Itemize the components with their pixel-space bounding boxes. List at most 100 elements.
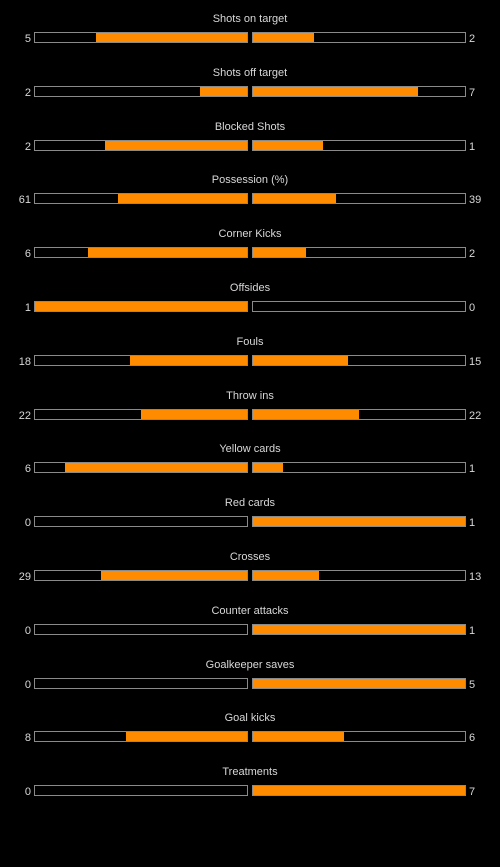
stat-row: Throw ins 22 22 bbox=[0, 389, 500, 429]
home-bar-fill bbox=[100, 571, 247, 580]
away-bar bbox=[252, 247, 466, 258]
away-bar-fill bbox=[253, 786, 465, 795]
home-value: 0 bbox=[24, 679, 31, 691]
stat-row: Counter attacks 0 1 bbox=[0, 604, 500, 644]
away-bar-fill bbox=[253, 356, 349, 365]
home-value: 2 bbox=[24, 87, 31, 99]
stat-label: Goalkeeper saves bbox=[205, 659, 295, 671]
stat-label: Shots on target bbox=[212, 13, 288, 25]
home-bar bbox=[34, 247, 248, 258]
stat-label: Treatments bbox=[222, 766, 278, 778]
away-bar-fill bbox=[253, 571, 319, 580]
stat-label: Corner Kicks bbox=[218, 228, 282, 240]
home-value: 61 bbox=[18, 194, 31, 206]
stat-row: Shots on target 5 2 bbox=[0, 12, 500, 52]
away-value: 0 bbox=[469, 302, 476, 314]
home-bar-fill bbox=[64, 463, 247, 472]
away-bar-fill bbox=[253, 33, 315, 42]
away-bar bbox=[252, 731, 466, 742]
home-bar bbox=[34, 624, 248, 635]
away-bar bbox=[252, 140, 466, 151]
stat-row: Offsides 1 0 bbox=[0, 281, 500, 321]
stat-label: Blocked Shots bbox=[214, 121, 286, 133]
away-bar-fill bbox=[253, 463, 283, 472]
home-bar bbox=[34, 140, 248, 151]
home-bar bbox=[34, 462, 248, 473]
stat-row: Fouls 18 15 bbox=[0, 335, 500, 375]
home-bar-fill bbox=[117, 194, 247, 203]
away-bar-fill bbox=[253, 625, 465, 634]
home-bar-fill bbox=[35, 302, 247, 311]
away-bar-fill bbox=[253, 248, 306, 257]
stat-row: Treatments 0 7 bbox=[0, 765, 500, 805]
away-value: 1 bbox=[469, 517, 476, 529]
away-value: 2 bbox=[469, 33, 476, 45]
home-bar bbox=[34, 193, 248, 204]
stat-label: Shots off target bbox=[212, 67, 288, 79]
home-bar-fill bbox=[126, 732, 247, 741]
away-bar-fill bbox=[253, 141, 323, 150]
away-bar bbox=[252, 785, 466, 796]
home-value: 1 bbox=[24, 302, 31, 314]
away-value: 2 bbox=[469, 248, 476, 260]
away-bar bbox=[252, 32, 466, 43]
away-bar bbox=[252, 678, 466, 689]
home-bar bbox=[34, 301, 248, 312]
home-bar bbox=[34, 731, 248, 742]
stat-label: Red cards bbox=[224, 497, 276, 509]
stat-label: Fouls bbox=[236, 336, 264, 348]
home-value: 29 bbox=[18, 571, 31, 583]
stat-label: Goal kicks bbox=[224, 712, 276, 724]
home-bar-fill bbox=[200, 87, 247, 96]
away-value: 13 bbox=[469, 571, 482, 583]
home-value: 0 bbox=[24, 786, 31, 798]
away-bar-fill bbox=[253, 679, 465, 688]
home-bar bbox=[34, 785, 248, 796]
away-value: 6 bbox=[469, 732, 476, 744]
home-value: 5 bbox=[24, 33, 31, 45]
away-bar bbox=[252, 301, 466, 312]
away-value: 1 bbox=[469, 625, 476, 637]
away-value: 7 bbox=[469, 786, 476, 798]
stat-row: Goalkeeper saves 0 5 bbox=[0, 658, 500, 698]
away-bar bbox=[252, 570, 466, 581]
stat-row: Possession (%) 61 39 bbox=[0, 173, 500, 213]
home-bar bbox=[34, 409, 248, 420]
stat-label: Offsides bbox=[229, 282, 271, 294]
away-bar bbox=[252, 624, 466, 635]
home-bar bbox=[34, 32, 248, 43]
home-bar-fill bbox=[88, 248, 247, 257]
away-bar bbox=[252, 193, 466, 204]
away-bar bbox=[252, 462, 466, 473]
away-bar-fill bbox=[253, 194, 336, 203]
away-value: 7 bbox=[469, 87, 476, 99]
stat-label: Counter attacks bbox=[211, 605, 289, 617]
stat-label: Possession (%) bbox=[211, 174, 289, 186]
home-bar-fill bbox=[130, 356, 247, 365]
away-bar bbox=[252, 409, 466, 420]
home-bar bbox=[34, 570, 248, 581]
home-bar bbox=[34, 516, 248, 527]
home-value: 2 bbox=[24, 141, 31, 153]
home-value: 18 bbox=[18, 356, 31, 368]
away-bar-fill bbox=[253, 410, 359, 419]
home-value: 8 bbox=[24, 732, 31, 744]
home-bar bbox=[34, 355, 248, 366]
home-value: 22 bbox=[18, 410, 31, 422]
stat-row: Goal kicks 8 6 bbox=[0, 711, 500, 751]
away-value: 39 bbox=[469, 194, 482, 206]
away-value: 1 bbox=[469, 141, 476, 153]
away-bar-fill bbox=[253, 87, 419, 96]
home-value: 6 bbox=[24, 463, 31, 475]
stat-row: Crosses 29 13 bbox=[0, 550, 500, 590]
away-bar-fill bbox=[253, 732, 345, 741]
stat-row: Red cards 0 1 bbox=[0, 496, 500, 536]
home-value: 0 bbox=[24, 625, 31, 637]
home-bar-fill bbox=[141, 410, 247, 419]
away-bar bbox=[252, 86, 466, 97]
stat-label: Yellow cards bbox=[219, 443, 281, 455]
stat-label: Crosses bbox=[229, 551, 271, 563]
away-bar bbox=[252, 516, 466, 527]
home-bar bbox=[34, 86, 248, 97]
